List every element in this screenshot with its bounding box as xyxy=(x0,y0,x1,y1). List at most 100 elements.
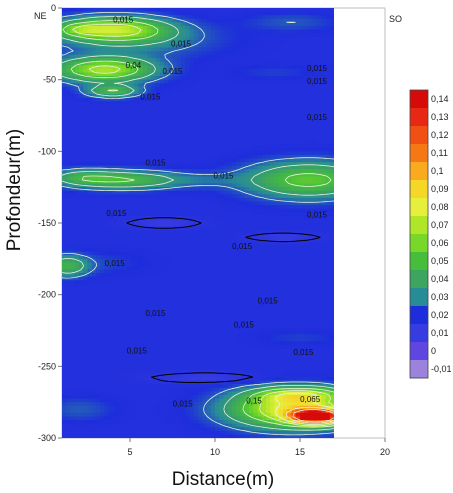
heatmap-cell xyxy=(312,190,318,195)
heatmap-cell xyxy=(142,165,148,170)
heatmap-cell xyxy=(219,68,225,74)
heatmap-cell xyxy=(91,276,97,281)
heatmap-cell xyxy=(151,233,157,238)
heatmap-cell xyxy=(317,115,322,120)
heatmap-cell xyxy=(321,262,327,267)
heatmap-cell xyxy=(295,47,301,52)
heatmap-cell xyxy=(125,180,131,185)
heatmap-cell xyxy=(308,108,314,113)
heatmap-cell xyxy=(91,108,97,113)
heatmap-cell xyxy=(283,237,288,242)
heatmap-cell xyxy=(232,258,237,264)
heatmap-cell xyxy=(274,262,280,267)
heatmap-cell xyxy=(151,176,157,181)
heatmap-cell xyxy=(317,201,322,206)
heatmap-cell xyxy=(304,269,310,274)
heatmap-cell xyxy=(300,72,305,77)
heatmap-cell xyxy=(232,194,237,199)
heatmap-cell xyxy=(210,176,216,181)
heatmap-cell xyxy=(147,25,152,31)
heatmap-cell xyxy=(270,101,276,106)
heatmap-cell xyxy=(176,40,182,45)
heatmap-cell xyxy=(312,147,318,152)
heatmap-cell xyxy=(329,137,334,142)
heatmap-cell xyxy=(270,262,276,267)
heatmap-cell xyxy=(189,83,195,88)
heatmap-cell xyxy=(87,244,93,249)
heatmap-cell xyxy=(168,108,174,113)
heatmap-cell xyxy=(295,83,301,88)
heatmap-cell xyxy=(130,226,135,231)
heatmap-cell xyxy=(87,29,93,34)
heatmap-cell xyxy=(278,133,284,138)
heatmap-cell xyxy=(300,262,305,267)
heatmap-cell xyxy=(325,194,331,199)
heatmap-cell xyxy=(83,223,89,228)
heatmap-cell xyxy=(325,144,331,149)
heatmap-cell xyxy=(193,201,199,206)
heatmap-cell xyxy=(261,104,267,109)
heatmap-cell xyxy=(147,97,152,102)
heatmap-cell xyxy=(185,158,191,163)
heatmap-cell xyxy=(253,154,259,160)
heatmap-cell xyxy=(79,72,84,77)
heatmap-cell xyxy=(113,68,118,74)
heatmap-cell xyxy=(295,129,301,135)
heatmap-cell xyxy=(295,40,301,45)
heatmap-cell xyxy=(155,230,161,235)
heatmap-cell xyxy=(176,43,182,49)
heatmap-cell xyxy=(104,158,110,163)
heatmap-cell xyxy=(96,183,101,188)
heatmap-cell xyxy=(198,147,203,152)
heatmap-cell xyxy=(206,126,212,131)
heatmap-cell xyxy=(300,97,305,102)
heatmap-cell xyxy=(266,219,271,224)
heatmap-cell xyxy=(62,237,67,242)
heatmap-cell xyxy=(193,137,199,142)
heatmap-cell xyxy=(236,119,242,124)
heatmap-cell xyxy=(198,262,203,267)
heatmap-cell xyxy=(104,11,110,16)
heatmap-cell xyxy=(164,133,169,138)
heatmap-cell xyxy=(232,33,237,38)
heatmap-cell xyxy=(215,8,220,13)
heatmap-cell xyxy=(164,111,169,117)
heatmap-cell xyxy=(223,183,229,188)
heatmap-cell xyxy=(181,126,186,131)
heatmap-cell xyxy=(312,212,318,217)
heatmap-cell xyxy=(193,208,199,213)
heatmap-cell xyxy=(240,248,246,253)
heatmap-cell xyxy=(223,233,229,238)
heatmap-cell xyxy=(274,101,280,106)
heatmap-cell xyxy=(312,140,318,145)
heatmap-cell xyxy=(215,147,220,152)
heatmap-cell xyxy=(142,51,148,56)
heatmap-cell xyxy=(138,40,144,45)
heatmap-cell xyxy=(87,8,93,13)
heatmap-cell xyxy=(198,273,203,278)
heatmap-cell xyxy=(172,187,178,192)
heatmap-cell xyxy=(142,190,148,195)
heatmap-cell xyxy=(244,237,250,242)
heatmap-cell xyxy=(198,111,203,117)
heatmap-cell xyxy=(100,101,106,106)
heatmap-cell xyxy=(87,273,93,278)
heatmap-cell xyxy=(210,61,216,66)
heatmap-cell xyxy=(104,230,110,235)
heatmap-cell xyxy=(206,240,212,246)
heatmap-cell xyxy=(176,251,182,256)
heatmap-cell xyxy=(215,47,220,52)
heatmap-cell xyxy=(312,276,318,281)
heatmap-cell xyxy=(257,104,263,109)
heatmap-cell xyxy=(321,187,327,192)
heatmap-cell xyxy=(159,8,165,13)
heatmap-cell xyxy=(164,122,169,127)
heatmap-cell xyxy=(304,205,310,210)
heatmap-cell xyxy=(151,40,157,45)
heatmap-cell xyxy=(202,126,208,131)
heatmap-cell xyxy=(283,283,288,289)
heatmap-cell xyxy=(223,215,229,221)
heatmap-cell xyxy=(113,219,118,224)
heatmap-cell xyxy=(317,280,322,285)
heatmap-cell xyxy=(291,208,297,213)
